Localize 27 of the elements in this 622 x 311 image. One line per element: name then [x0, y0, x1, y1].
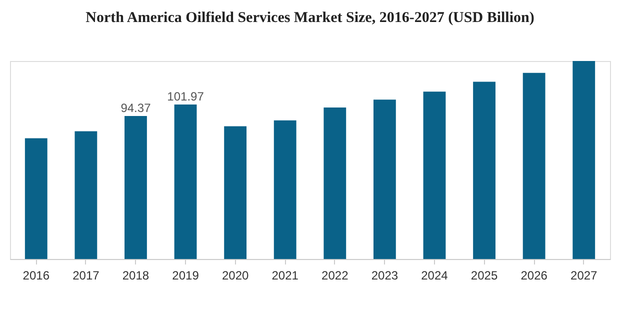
- x-tick-label: 2024: [421, 268, 448, 282]
- x-tick-label: 2022: [322, 268, 349, 282]
- bar: [522, 72, 546, 259]
- bar: [74, 131, 98, 259]
- x-tick-label: 2026: [520, 268, 548, 282]
- x-tick-label: 2017: [72, 268, 100, 282]
- bar: [24, 138, 48, 259]
- x-tick-label: 2021: [272, 268, 299, 282]
- bar: [124, 116, 147, 259]
- data-label: 94.37: [120, 101, 152, 116]
- x-tick-label: 2020: [222, 268, 249, 282]
- x-tick-label: 2023: [371, 268, 398, 282]
- chart-title: North America Oilfield Services Market Size, 2016-2027 (USD Billion): [86, 10, 534, 26]
- bar: [423, 92, 446, 259]
- x-tick-label: 2027: [570, 268, 598, 282]
- data-label: 101.97: [167, 90, 204, 104]
- bar: [572, 61, 596, 259]
- bar: [274, 120, 296, 259]
- bar: [473, 82, 496, 259]
- x-tick-label: 2018: [122, 268, 150, 282]
- bar: [373, 100, 396, 259]
- x-tick-label: 2019: [172, 268, 200, 282]
- x-tick-label: 2016: [22, 268, 50, 282]
- x-tick-label: 2025: [470, 268, 498, 282]
- bar: [174, 104, 197, 259]
- bar: [324, 108, 346, 259]
- bar: [224, 126, 247, 259]
